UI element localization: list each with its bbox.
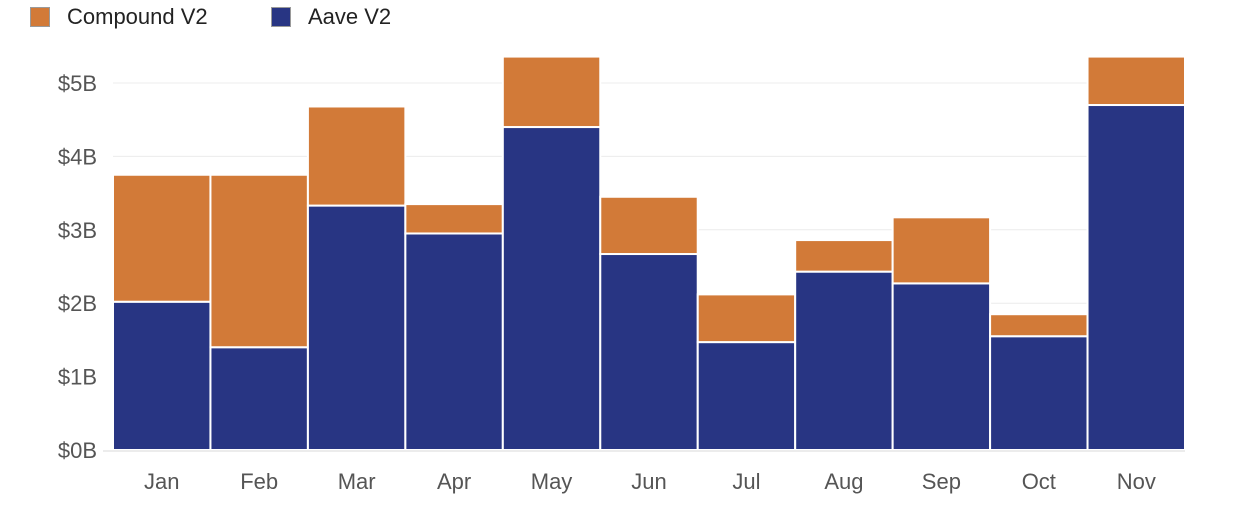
bar-compound-v2-jan (112, 173, 212, 303)
bar-compound-v2-jul (696, 293, 797, 344)
bar-aave-v2-oct (989, 335, 1089, 452)
bar-aave-v2-mar (306, 204, 407, 451)
bar-aave-v2-sep (891, 282, 992, 451)
x-tick-label: Jun (631, 469, 666, 494)
bar-aave-v2-feb (209, 346, 309, 451)
bar-aave-v2-nov (1086, 104, 1186, 452)
bars (112, 55, 1186, 452)
x-tick-label: Jan (144, 469, 179, 494)
x-tick-label: Oct (1022, 469, 1056, 494)
y-tick-label: $3B (58, 218, 97, 243)
bar-compound-v2-mar (306, 105, 407, 207)
legend: Compound V2 Aave V2 (0, 0, 1235, 36)
legend-label-aave-v2: Aave V2 (308, 4, 392, 29)
x-tick-label: Sep (922, 469, 961, 494)
bar-compound-v2-may (501, 55, 602, 129)
y-tick-label: $5B (58, 71, 97, 96)
y-tick-label: $4B (58, 144, 97, 169)
legend-swatch-compound-v2 (30, 7, 50, 27)
bar-aave-v2-jan (112, 300, 212, 451)
x-tick-label: Aug (824, 469, 863, 494)
x-tick-label: Apr (437, 469, 471, 494)
y-tick-label: $1B (58, 365, 97, 390)
y-tick-label: $2B (58, 291, 97, 316)
bar-compound-v2-feb (209, 173, 309, 349)
y-tick-label: $0B (58, 438, 97, 463)
bar-compound-v2-apr (404, 203, 504, 235)
bar-aave-v2-apr (404, 232, 504, 451)
legend-item-compound-v2[interactable]: Compound V2 (30, 4, 208, 30)
x-tick-label: Jul (732, 469, 760, 494)
bar-aave-v2-aug (794, 270, 894, 451)
bar-compound-v2-aug (794, 239, 894, 273)
bar-aave-v2-jul (696, 341, 797, 451)
x-tick-label: Mar (338, 469, 376, 494)
bar-compound-v2-oct (989, 313, 1089, 338)
x-tick-label: Feb (240, 469, 278, 494)
bar-aave-v2-jun (599, 253, 699, 451)
bar-aave-v2-may (501, 126, 602, 451)
bar-compound-v2-jun (599, 195, 699, 256)
x-tick-label: May (531, 469, 573, 494)
bar-compound-v2-sep (891, 216, 992, 285)
bar-compound-v2-nov (1086, 55, 1186, 107)
legend-label-compound-v2: Compound V2 (67, 4, 208, 29)
legend-item-aave-v2[interactable]: Aave V2 (271, 4, 391, 30)
x-tick-label: Nov (1117, 469, 1156, 494)
legend-swatch-aave-v2 (271, 7, 291, 27)
axes: $0B $1B $2B $3B $4B $5B Jan Feb Mar Apr May Jun Jul A… (58, 71, 1185, 494)
